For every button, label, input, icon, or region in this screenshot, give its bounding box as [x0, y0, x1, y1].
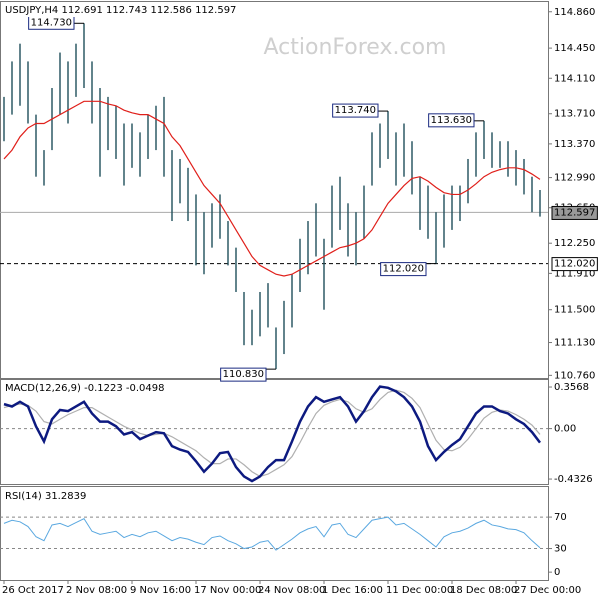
annotation-label: 113.740 [335, 105, 376, 116]
x-tick-label: 18 Dec 08:00 [450, 585, 517, 596]
indicator-line [3, 389, 541, 478]
panel-title: RSI(14) 31.2839 [5, 491, 86, 502]
x-tick-label: 26 Oct 2017 [2, 585, 64, 596]
panel-title-box [3, 382, 167, 395]
y-tick-label: 0 [554, 567, 560, 578]
annotation-label-group: 113.630 [428, 113, 475, 128]
y-tick-label: -0.4326 [554, 474, 593, 485]
panel-title: USDJPY,H4 112.691 112.743 112.586 112.59… [5, 5, 236, 16]
y-tick-label: 113.370 [554, 139, 595, 150]
y-tick-label: 114.860 [554, 7, 595, 18]
y-tick-label: 112.250 [554, 238, 595, 249]
panel-title-group: RSI(14) 31.2839 [3, 490, 89, 503]
rsi-panel [0, 486, 549, 581]
y-tick-label: 111.130 [554, 338, 595, 349]
y-tick-label: 112.990 [554, 173, 595, 184]
y-tick-label: 0.00 [554, 424, 576, 435]
x-tick-label: 27 Dec 00:00 [514, 585, 581, 596]
annotation-label-group: 110.830 [220, 367, 267, 382]
panel-title-group: MACD(12,26,9) -0.1223 -0.0498 [3, 382, 167, 395]
y-tick-label: 0.3568 [554, 382, 589, 393]
y-tick-label: 110.760 [554, 370, 595, 381]
level-label-group: 112.020 [551, 257, 598, 272]
panel-title-group: USDJPY,H4 112.691 112.743 112.586 112.59… [3, 4, 239, 17]
level-label-group: 112.597 [551, 205, 598, 220]
panel-title-box [3, 4, 239, 17]
x-tick-label: 11 Dec 00:00 [386, 585, 453, 596]
y-tick-label: 111.500 [554, 305, 595, 316]
indicator-line [3, 516, 541, 551]
panel-title: MACD(12,26,9) -0.1223 -0.0498 [5, 383, 165, 394]
indicator-line [3, 385, 541, 483]
panel-title-box [3, 490, 89, 503]
y-tick-label: 114.450 [554, 43, 595, 54]
level-label: 112.020 [554, 259, 595, 270]
level-label-box [551, 257, 598, 272]
annotation-label-group: 112.020 [380, 262, 427, 277]
annotation-label-group: 113.740 [332, 103, 379, 118]
annotation-label: 114.730 [31, 17, 72, 28]
y-tick-label: 30 [554, 544, 567, 555]
moving-average [3, 100, 541, 277]
annotation-label-group: 114.730 [28, 15, 75, 30]
annotation-label-box [380, 262, 427, 277]
x-tick-label: 9 Nov 16:00 [130, 585, 191, 596]
macd-panel [0, 379, 549, 485]
annotation-label: 113.630 [431, 115, 472, 126]
level-label: 112.597 [554, 207, 595, 218]
x-tick-label: 1 Dec 16:00 [322, 585, 383, 596]
annotation-label-box [428, 113, 475, 128]
annotation-label: 112.020 [383, 264, 424, 275]
level-label-box [551, 205, 598, 220]
y-tick-label: 111.910 [554, 268, 595, 279]
x-tick-label: 24 Nov 08:00 [258, 585, 325, 596]
price-panel [0, 1, 549, 379]
x-tick-label: 17 Nov 00:00 [194, 585, 261, 596]
annotation-label: 110.830 [223, 369, 264, 380]
y-tick-label: 70 [554, 512, 567, 523]
annotation-label-box [220, 367, 267, 382]
y-tick-label: 114.110 [554, 73, 595, 84]
y-tick-label: 113.710 [554, 109, 595, 120]
annotation-label-box [332, 103, 379, 118]
watermark: ActionForex.com [264, 35, 447, 60]
x-tick-label: 2 Nov 08:00 [66, 585, 127, 596]
